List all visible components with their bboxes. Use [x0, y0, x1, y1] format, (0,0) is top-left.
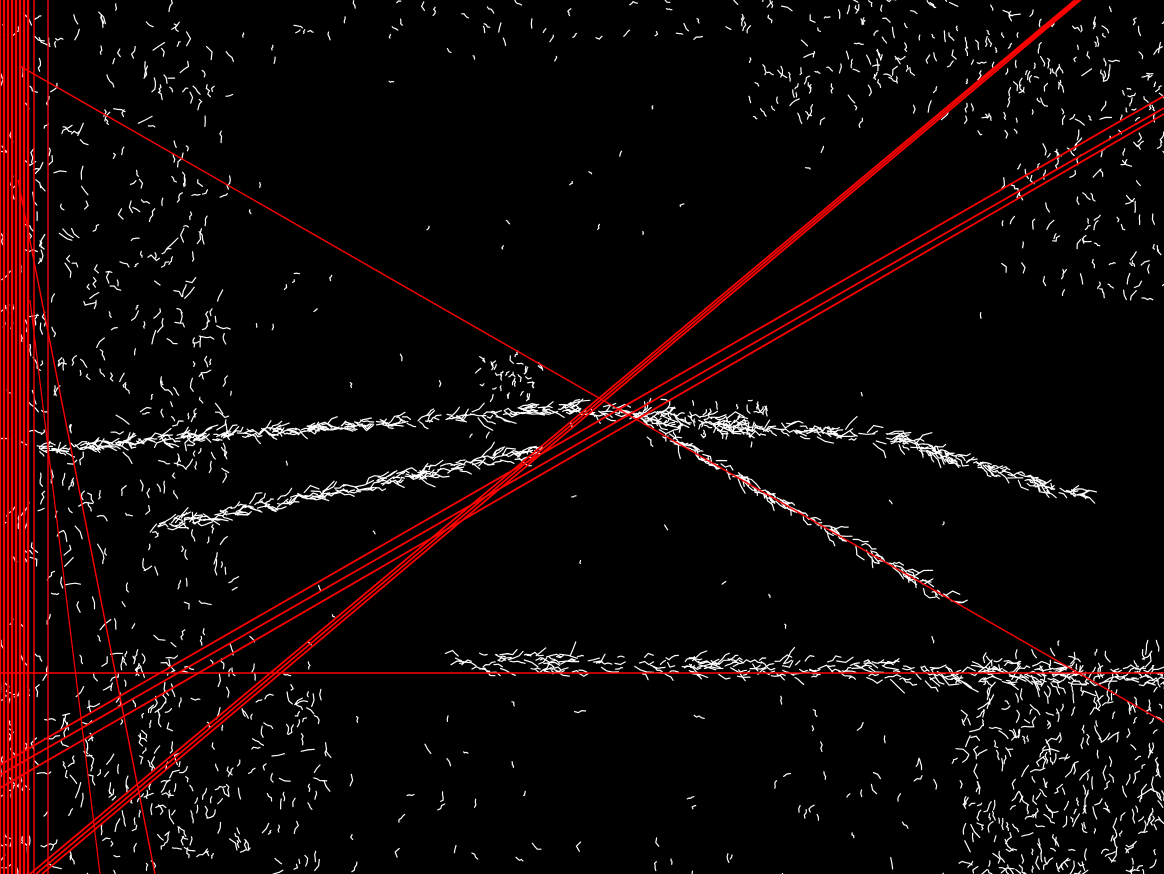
right-vegetation-edges [1001, 59, 1164, 301]
horizon-edge-left [36, 401, 575, 458]
steep-line-2 [29, 299, 101, 874]
road-edge-left [151, 441, 546, 535]
distant-vehicle-edges [643, 397, 777, 447]
diagonal-line-cluster-upper [29, 0, 1082, 874]
diagonal-line-descending [19, 65, 1164, 723]
distant-object-edges [474, 350, 544, 403]
horizon-edge-far-right [902, 432, 1098, 504]
bottom-ground-edges [234, 695, 958, 874]
diagonal-line-cluster-lower [0, 95, 1164, 789]
top-edges [242, 0, 752, 46]
top-right-vegetation-edges [740, 0, 1164, 128]
vertical-line-pair [33, 0, 49, 874]
steep-line-1 [17, 179, 156, 874]
vertical-line-cluster [0, 0, 30, 874]
